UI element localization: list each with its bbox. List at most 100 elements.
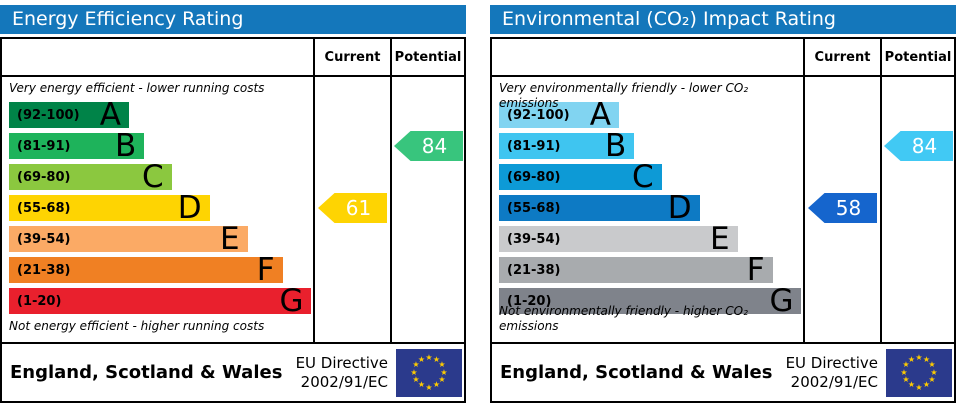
region-label: England, Scotland & Wales	[10, 362, 283, 383]
table-header: Current Potential	[492, 39, 954, 77]
eu-star: ★	[915, 352, 923, 362]
eu-star: ★	[438, 360, 446, 369]
rating-band-g: (1-20) G	[499, 283, 802, 319]
rating-body: Very energy efficient - lower running co…	[2, 77, 464, 342]
band-range: (39-54)	[507, 231, 561, 247]
rating-band-g: (1-20) G	[9, 283, 312, 319]
potential-column-header: Potential	[880, 39, 954, 75]
band-range: (81-91)	[507, 138, 561, 154]
rating-band-d: (55-68) D	[499, 193, 700, 224]
band-range: (69-80)	[17, 169, 71, 185]
band-letter: A	[589, 97, 611, 133]
current-column-header: Current	[803, 39, 880, 75]
eu-star: ★	[902, 360, 910, 369]
eu-star: ★	[440, 367, 448, 377]
band-letter: F	[256, 252, 275, 288]
current-column: 58	[803, 77, 880, 342]
band-letter: C	[631, 159, 654, 195]
band-range: (92-100)	[17, 107, 80, 123]
bottom-note: Not environmentally friendly - higher CO…	[499, 304, 748, 333]
eu-star: ★	[930, 367, 938, 377]
eu-star: ★	[928, 360, 936, 369]
eu-star: ★	[417, 380, 426, 390]
header-blank-cell	[492, 39, 803, 75]
band-range: (55-68)	[17, 200, 71, 216]
band-range: (1-20)	[507, 293, 552, 309]
eu-star: ★	[432, 380, 441, 390]
eu-star: ★	[922, 380, 931, 390]
eu-star: ★	[928, 375, 936, 384]
eu-star: ★	[410, 367, 418, 377]
band-letter: F	[746, 252, 765, 288]
potential-column-header: Potential	[390, 39, 464, 75]
rating-scale: (92-100) A (81-91) B (69-80) C (55-68) D (39-54)…	[499, 97, 803, 319]
table-header: Current Potential	[2, 39, 464, 77]
band-range: (69-80)	[507, 169, 561, 185]
rating-scale-column: Very energy efficient - lower running co…	[2, 77, 313, 342]
band-letter: A	[99, 97, 121, 133]
energy-efficiency-table: Current Potential Very energy efficient …	[0, 37, 466, 403]
current-column-header: Current	[313, 39, 390, 75]
rating-band-a: (92-100) A	[9, 97, 129, 133]
band-letter: C	[141, 159, 164, 195]
rating-band-c: (69-80) C	[499, 159, 662, 195]
region-label: England, Scotland & Wales	[500, 362, 773, 383]
band-letter: G	[279, 283, 304, 319]
eu-directive-label: EU Directive 2002/91/EC	[295, 353, 388, 391]
rating-band-e: (39-54) E	[499, 221, 738, 257]
eu-star: ★	[412, 360, 420, 369]
band-range: (39-54)	[17, 231, 71, 247]
current-column: 61	[313, 77, 390, 342]
bottom-note: Not energy efficient - higher running co…	[9, 319, 265, 333]
current-rating-value: 58	[835, 196, 862, 220]
potential-column: 84	[390, 77, 464, 342]
current-rating-arrow: 61	[318, 193, 387, 223]
eu-star: ★	[907, 380, 916, 390]
energy-efficiency-title: Energy Efficiency Rating	[0, 5, 466, 34]
eu-star: ★	[438, 375, 446, 384]
eu-star: ★	[425, 382, 433, 392]
energy-efficiency-panel: Energy Efficiency Rating Current Potenti…	[0, 5, 466, 403]
potential-rating-arrow: 84	[884, 131, 953, 161]
band-letter: E	[710, 221, 730, 257]
table-footer: England, Scotland & Wales EU Directive 2…	[492, 342, 954, 401]
rating-band-d: (55-68) D	[9, 190, 210, 226]
eu-star: ★	[425, 352, 433, 362]
rating-band-c: (69-80) C	[9, 159, 172, 195]
band-range: (55-68)	[507, 200, 561, 216]
environmental-impact-panel: Environmental (CO₂) Impact Rating Curren…	[490, 5, 956, 403]
eu-star: ★	[922, 354, 931, 364]
rating-band-b: (81-91) B	[9, 128, 145, 164]
rating-band-a: (92-100) A	[499, 97, 619, 133]
current-rating-arrow: 58	[808, 193, 877, 223]
rating-body: Very environmentally friendly - lower CO…	[492, 77, 954, 342]
eu-flag-icon: ★ ★ ★ ★ ★ ★ ★ ★ ★ ★ ★ ★	[886, 348, 952, 397]
eu-star: ★	[417, 354, 426, 364]
band-range: (1-20)	[17, 293, 62, 309]
potential-rating-arrow: 84	[394, 131, 463, 161]
potential-column: 84	[880, 77, 954, 342]
rating-scale: (92-100) A (81-91) B (69-80) C (55-68) D (39-54)…	[9, 97, 313, 319]
rating-band-f: (21-38) F	[9, 252, 283, 288]
rating-band-b: (81-91) B	[499, 128, 635, 164]
eu-star: ★	[915, 382, 923, 392]
eu-star: ★	[900, 367, 908, 377]
rating-band-e: (39-54) E	[9, 221, 248, 257]
band-range: (21-38)	[507, 262, 561, 278]
current-rating-value: 61	[345, 196, 372, 220]
band-letter: D	[177, 190, 202, 226]
band-letter: G	[769, 283, 794, 319]
eu-flag-icon: ★ ★ ★ ★ ★ ★ ★ ★ ★ ★ ★ ★	[396, 348, 462, 397]
eu-directive-label: EU Directive 2002/91/EC	[785, 353, 878, 391]
eu-star: ★	[902, 375, 910, 384]
environmental-impact-title: Environmental (CO₂) Impact Rating	[490, 5, 956, 34]
eu-star: ★	[907, 354, 916, 364]
potential-rating-value: 84	[911, 134, 938, 158]
rating-band-f: (21-38) F	[499, 252, 773, 288]
band-range: (92-100)	[507, 107, 570, 123]
band-letter: E	[220, 221, 240, 257]
band-letter: B	[604, 128, 627, 164]
band-range: (21-38)	[17, 262, 71, 278]
band-letter: B	[114, 128, 137, 164]
